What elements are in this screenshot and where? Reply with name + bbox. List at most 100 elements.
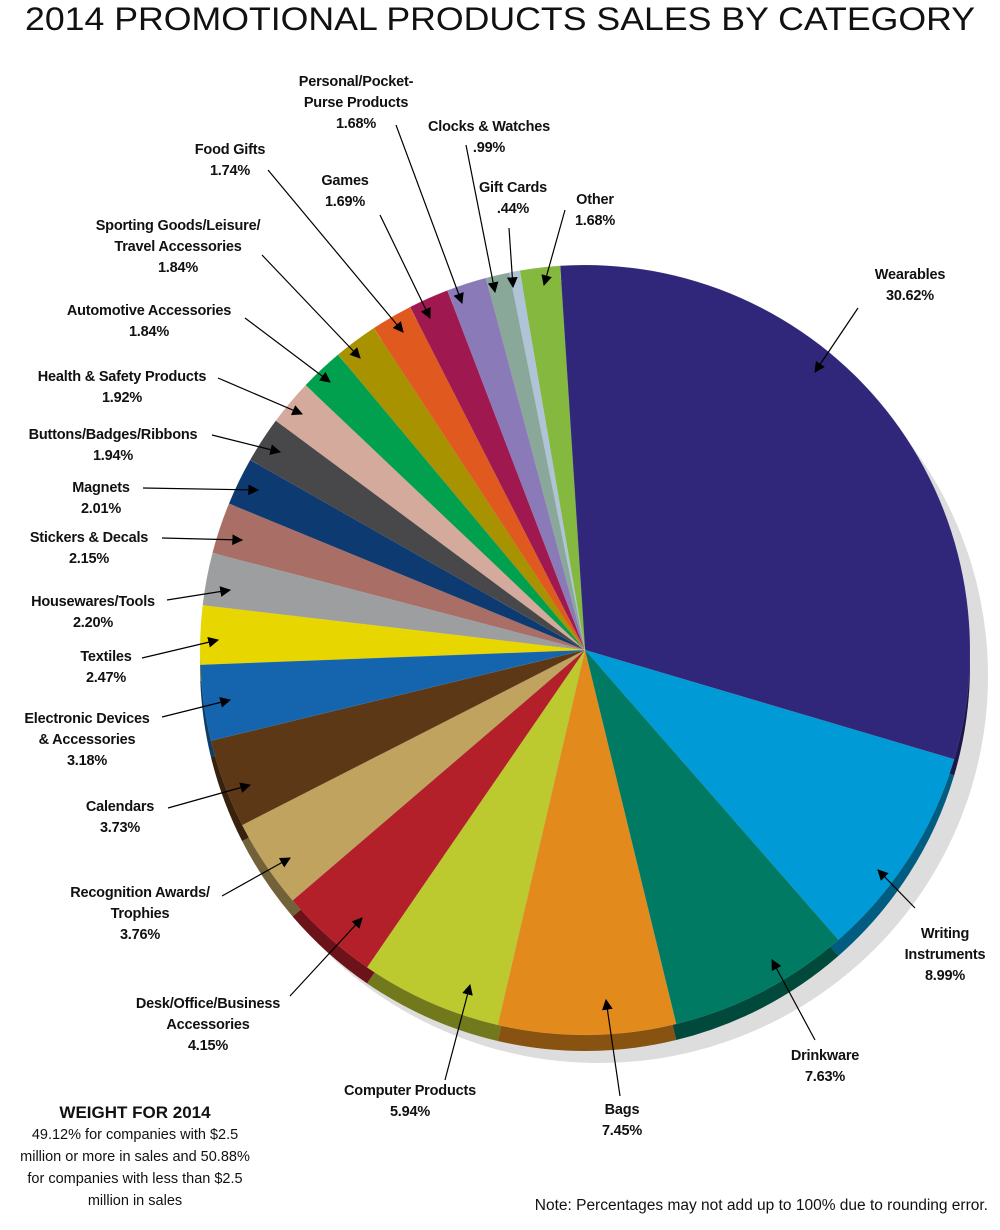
slice-label: Electronic Devices & Accessories 3.18% — [0, 709, 197, 772]
slice-label: Food Gifts 1.74% — [120, 140, 340, 182]
category-name: Clocks & Watches — [428, 119, 550, 135]
label-arrow — [877, 869, 916, 909]
category-name: Textiles — [80, 649, 132, 665]
category-name: Housewares/Tools — [31, 594, 155, 610]
slice — [200, 649, 586, 742]
slice — [366, 649, 586, 1026]
value-label: 2.47% — [85, 670, 127, 686]
value-label: .99% — [472, 140, 506, 156]
slice — [249, 420, 586, 651]
category-name: Writing Instruments — [904, 926, 986, 963]
slice — [228, 459, 586, 651]
category-name: Magnets — [72, 480, 130, 496]
slice-label: Buttons/Badges/Ribbons 1.94% — [3, 425, 223, 467]
slice — [337, 327, 586, 651]
label-arrow — [541, 209, 566, 287]
slice-label: Sporting Goods/Leisure/ Travel Accessori… — [68, 216, 288, 279]
label-arrow — [465, 144, 499, 294]
slice-label: Health & Safety Products 1.92% — [12, 367, 232, 409]
category-name: Desk/Office/Business Accessories — [135, 996, 281, 1033]
label-arrow — [289, 917, 363, 997]
slice-label: Writing Instruments 8.99% — [835, 924, 1000, 987]
slice-label: Games 1.69% — [235, 171, 455, 213]
value-label: 4.15% — [187, 1038, 229, 1054]
value-label: 1.92% — [101, 390, 143, 406]
slice — [519, 265, 586, 651]
label-arrow — [506, 227, 518, 289]
slice-label: Gift Cards .44% — [403, 178, 623, 220]
slice-label: Housewares/Tools 2.20% — [0, 592, 203, 634]
slice-label: Wearables 30.62% — [800, 265, 1000, 307]
value-label: 3.18% — [66, 753, 108, 769]
slice-label: Recognition Awards/ Trophies 3.76% — [30, 883, 250, 946]
label-arrow — [221, 857, 291, 897]
value-label: .44% — [496, 201, 530, 217]
label-arrow — [444, 983, 473, 1081]
note: Note: Percentages may not add up to 100%… — [534, 1197, 988, 1214]
category-name: Personal/Pocket- Purse Products — [298, 74, 414, 111]
slice — [509, 270, 586, 651]
label-arrow — [379, 214, 431, 319]
value-label: 30.62% — [886, 288, 934, 304]
slice-label: Personal/Pocket- Purse Products 1.68% — [246, 72, 466, 135]
category-name: Recognition Awards/ Trophies — [70, 885, 210, 922]
slice-label: Computer Products 5.94% — [300, 1081, 520, 1123]
label-arrow — [261, 254, 361, 359]
label-arrow — [141, 636, 220, 659]
label-arrow — [217, 377, 303, 416]
label-arrow — [211, 434, 282, 455]
label-arrow — [602, 998, 621, 1097]
value-label: 2.15% — [68, 551, 110, 567]
value-label: 7.63% — [804, 1069, 846, 1085]
label-arrow — [244, 317, 331, 383]
slice — [202, 552, 586, 651]
slice-label: Textiles 2.47% — [0, 647, 216, 689]
weight-box: WEIGHT FOR 2014 49.12% for companies wit… — [10, 1102, 260, 1212]
slice-label: Other 1.68% — [485, 190, 705, 232]
label-arrow — [395, 124, 464, 305]
value-label: 1.84% — [128, 324, 170, 340]
slice — [373, 306, 586, 651]
slice — [584, 649, 839, 1025]
slice-label: Bags 7.45% — [512, 1100, 732, 1142]
slice-label: Clocks & Watches .99% — [379, 117, 599, 159]
slice — [241, 649, 586, 901]
category-name: Electronic Devices & Accessories — [24, 711, 150, 748]
label-arrow — [161, 697, 232, 718]
slice — [485, 272, 586, 651]
value-label: 2.01% — [80, 501, 122, 517]
slice — [212, 503, 586, 651]
label-arrow — [161, 534, 244, 546]
slice — [275, 384, 586, 651]
label-arrow — [142, 484, 260, 496]
weight-heading: WEIGHT FOR 2014 — [59, 1103, 211, 1122]
slice-label: Magnets 2.01% — [0, 478, 211, 520]
slice — [559, 264, 971, 760]
value-label: 3.76% — [119, 927, 161, 943]
slice — [210, 649, 586, 826]
value-label: 1.94% — [92, 448, 134, 464]
slice-label: Automotive Accessories 1.84% — [39, 301, 259, 343]
category-name: Food Gifts — [194, 142, 266, 158]
value-label: 1.68% — [335, 116, 377, 132]
label-arrow — [814, 307, 859, 373]
slice — [409, 290, 586, 651]
category-name: Automotive Accessories — [66, 303, 232, 319]
category-name: Drinkware — [790, 1048, 860, 1064]
slice — [497, 649, 677, 1036]
category-name: Bags — [604, 1102, 640, 1118]
category-name: Wearables — [874, 267, 946, 283]
slice-label: Stickers & Decals 2.15% — [0, 528, 199, 570]
value-label: 8.99% — [924, 968, 966, 984]
category-name: Health & Safety Products — [37, 369, 207, 385]
category-name: Buttons/Badges/Ribbons — [28, 427, 198, 443]
weight-text: 49.12% for companies with $2.5 million o… — [20, 1127, 250, 1209]
value-label: 1.84% — [157, 260, 199, 276]
label-arrow — [167, 782, 252, 809]
label-arrow — [166, 586, 232, 601]
value-label: 5.94% — [389, 1104, 431, 1120]
label-arrow — [267, 169, 404, 333]
slice — [292, 649, 586, 968]
